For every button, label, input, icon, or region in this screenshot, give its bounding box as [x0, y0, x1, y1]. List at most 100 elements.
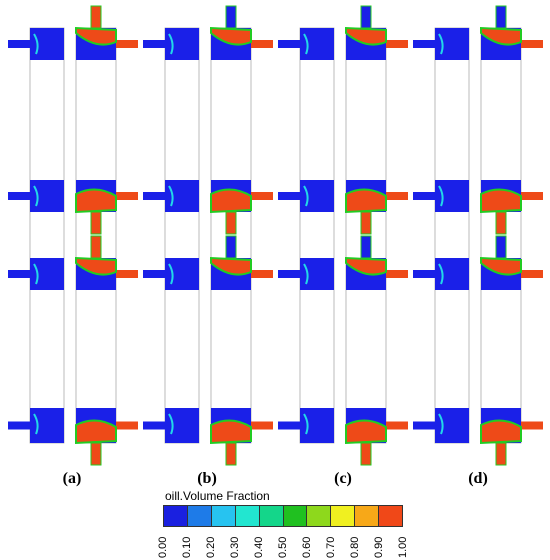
domain-outline — [299, 27, 335, 444]
water-region — [165, 180, 199, 212]
outlet-pipe — [521, 192, 543, 200]
interface-line — [438, 185, 444, 207]
colorbar-swatch — [355, 506, 380, 526]
panel-label-d: (d) — [468, 470, 488, 487]
outlet-pipe — [386, 421, 408, 430]
colorbar-swatch — [283, 506, 308, 526]
interface-line — [438, 413, 444, 435]
interface-line — [168, 33, 174, 55]
water-region — [300, 258, 334, 290]
colorbar-tick-label: 0.50 — [277, 536, 289, 558]
water-region — [435, 408, 469, 443]
vertical-pipe — [90, 211, 102, 235]
interface-line — [168, 185, 174, 207]
vertical-pipe — [495, 5, 507, 29]
outlet-pipe — [386, 270, 408, 278]
colorbar-tick-label: 0.70 — [325, 536, 337, 558]
oil-region — [210, 256, 252, 276]
interface-line — [33, 413, 39, 435]
oil-region — [210, 26, 252, 46]
water-region — [30, 258, 64, 290]
interface-line — [438, 33, 444, 55]
colorbar-swatch — [211, 506, 236, 526]
vertical-pipe — [495, 235, 507, 259]
outlet-pipe — [521, 40, 543, 48]
outlet-pipe — [116, 421, 138, 430]
water-region — [165, 258, 199, 290]
vertical-pipe — [360, 442, 372, 466]
interface-line — [438, 263, 444, 285]
interface-line — [33, 185, 39, 207]
vertical-pipe — [90, 5, 102, 29]
outlet-pipe — [521, 270, 543, 278]
inlet-pipe — [8, 40, 30, 48]
oil-region — [480, 419, 522, 445]
vertical-pipe — [90, 235, 102, 259]
vertical-pipe — [360, 211, 372, 235]
colorbar-tick-label: 0.10 — [181, 536, 193, 558]
colorbar-tick-label: 0.90 — [373, 536, 385, 558]
inlet-pipe — [143, 192, 165, 200]
inlet-pipe — [278, 421, 300, 430]
inlet-pipe — [413, 40, 435, 48]
colorbar-swatch — [235, 506, 260, 526]
water-region — [30, 28, 64, 60]
outlet-pipe — [521, 421, 543, 430]
water-region — [30, 180, 64, 212]
colorbar-swatch — [331, 506, 356, 526]
inlet-pipe — [413, 421, 435, 430]
water-region — [435, 258, 469, 290]
vertical-pipe — [360, 235, 372, 259]
outlet-pipe — [251, 270, 273, 278]
interface-line — [33, 263, 39, 285]
vertical-pipe — [225, 5, 237, 29]
domain-outline — [164, 27, 200, 444]
inlet-pipe — [278, 192, 300, 200]
colorbar-title: oill.Volume Fraction — [165, 489, 270, 503]
simulation-panels — [8, 5, 543, 466]
colorbar-tick-label: 0.40 — [253, 536, 265, 558]
colorbar-ticks: 0.00 0.10 0.20 0.30 0.40 0.50 0.60 0.70 0.80 0.90… — [157, 528, 409, 560]
oil-region — [345, 256, 387, 276]
inlet-pipe — [143, 270, 165, 278]
colorbar-tick-label: 0.20 — [205, 536, 217, 558]
panel-label-a: (a) — [62, 470, 82, 487]
oil-region — [75, 256, 117, 276]
outlet-pipe — [116, 192, 138, 200]
inlet-pipe — [278, 40, 300, 48]
water-region — [300, 180, 334, 212]
inlet-pipe — [143, 40, 165, 48]
water-region — [165, 28, 199, 60]
vertical-pipe — [495, 211, 507, 235]
outlet-pipe — [116, 270, 138, 278]
oil-region — [480, 26, 522, 46]
domain-outline — [29, 27, 65, 444]
colorbar-tick-label: 0.30 — [229, 536, 241, 558]
oil-region — [345, 188, 387, 214]
inlet-pipe — [278, 270, 300, 278]
colorbar-tick-label: 0.00 — [157, 536, 169, 558]
panel-label-c: (c) — [334, 470, 352, 487]
inlet-pipe — [413, 270, 435, 278]
colorbar-tick-label: 0.80 — [349, 536, 361, 558]
oil-region — [480, 256, 522, 276]
interface-line — [33, 33, 39, 55]
vertical-pipe — [225, 211, 237, 235]
outlet-pipe — [116, 40, 138, 48]
domain-outline — [434, 27, 470, 444]
oil-region — [480, 188, 522, 214]
colorbar-swatch — [307, 506, 332, 526]
outlet-pipe — [251, 192, 273, 200]
colorbar-swatch — [259, 506, 284, 526]
colorbar-swatch — [379, 506, 403, 526]
interface-line — [303, 185, 309, 207]
oil-region — [210, 188, 252, 214]
colorbar-tick-label: 0.60 — [301, 536, 313, 558]
outlet-pipe — [251, 40, 273, 48]
oil-region — [345, 26, 387, 46]
outlet-pipe — [386, 40, 408, 48]
inlet-pipe — [8, 192, 30, 200]
water-region — [165, 408, 199, 443]
vertical-pipe — [225, 442, 237, 466]
vertical-pipe — [90, 442, 102, 466]
